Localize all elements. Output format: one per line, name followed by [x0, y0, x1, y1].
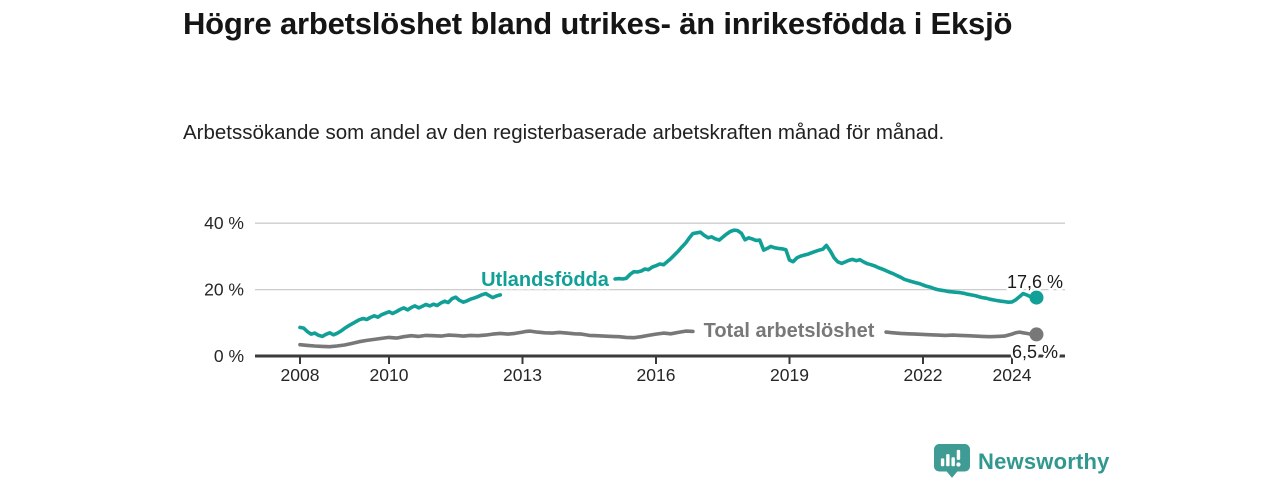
newsworthy-wordmark: Newsworthy: [978, 448, 1110, 474]
series-line-utlandsfodda: [613, 228, 1039, 304]
end-value-label-total: 6,5 %: [1012, 342, 1058, 362]
x-axis-tick-label: 2019: [770, 365, 809, 385]
line-chart-svg: 0 % 20 % 40 % 2008 2010 2013 2016 2019 2022 2024 U…: [204, 213, 1065, 385]
series-label-utlandsfodda: Utlandsfödda: [481, 269, 610, 291]
series-end-dot-utlandsfodda: [1029, 290, 1044, 305]
series-label-total: Total arbetslöshet: [704, 320, 875, 342]
newsworthy-bubble-chart-icon: [934, 444, 970, 478]
x-axis-tick-label: 2010: [370, 365, 409, 385]
y-axis-tick-label: 20 %: [204, 280, 244, 300]
y-axis-tick-label: 40 %: [204, 213, 244, 233]
x-axis-tick-label: 2022: [904, 365, 943, 385]
series-line-utlandsfodda: [298, 291, 503, 339]
chart-subtitle: Arbetssökande som andel av den registerb…: [183, 121, 945, 144]
newsworthy-logo: Newsworthy: [934, 444, 1110, 479]
end-value-label-utlandsfodda: 17,6 %: [1007, 272, 1063, 292]
y-axis-tick-label: 0 %: [214, 346, 244, 366]
x-axis-tick-label: 2013: [503, 365, 542, 385]
series-line-total: [298, 329, 695, 349]
x-axis-tick-label: 2016: [637, 365, 676, 385]
x-axis-tick-label: 2008: [281, 365, 320, 385]
x-axis-tick-label: 2024: [993, 365, 1032, 385]
line-chart: 0 % 20 % 40 % 2008 2010 2013 2016 2019 2022 2024 U…: [180, 196, 1100, 408]
series-line-total: [884, 330, 1039, 339]
series-end-dot-total: [1029, 327, 1044, 342]
chart-title: Högre arbetslöshet bland utrikes- än inr…: [183, 6, 1013, 41]
